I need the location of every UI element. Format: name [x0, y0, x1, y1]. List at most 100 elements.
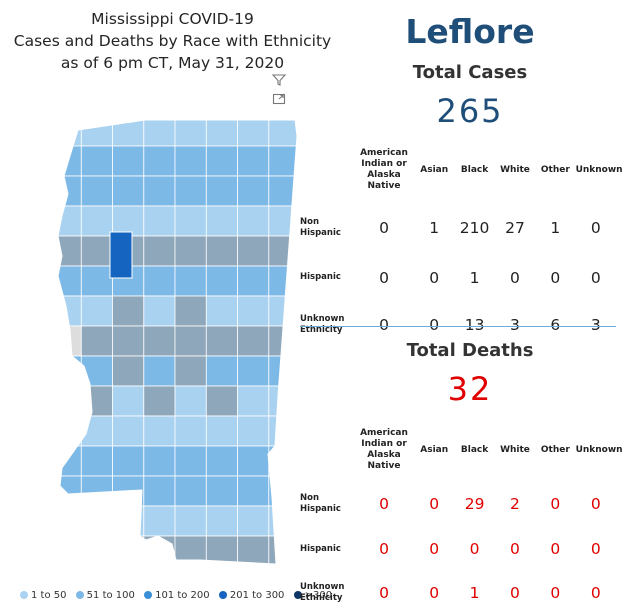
county-cell[interactable]: [80, 325, 113, 357]
county-cell[interactable]: [80, 295, 113, 327]
county-cell[interactable]: [268, 355, 300, 387]
county-cell[interactable]: [112, 145, 145, 177]
county-cell[interactable]: [50, 505, 82, 537]
county-cell[interactable]: [80, 475, 113, 507]
legend-item-1[interactable]: 1 to 50: [20, 590, 66, 601]
county-cell[interactable]: [143, 145, 176, 177]
county-cell[interactable]: [268, 145, 300, 177]
county-cell[interactable]: [205, 265, 239, 297]
table-cell[interactable]: 0: [379, 316, 389, 334]
table-cell[interactable]: 13: [464, 316, 485, 334]
table-cell[interactable]: 1: [469, 584, 480, 602]
table-cell[interactable]: 0: [429, 540, 440, 558]
county-cell[interactable]: [268, 175, 300, 207]
county-cell[interactable]: [143, 235, 176, 267]
table-cell[interactable]: 0: [510, 540, 520, 558]
county-cell[interactable]: [205, 175, 239, 207]
table-cell[interactable]: 0: [550, 495, 561, 513]
county-cell[interactable]: [143, 445, 176, 477]
county-cell[interactable]: [112, 535, 145, 566]
county-cell[interactable]: [174, 355, 207, 387]
table-cell[interactable]: 1: [550, 218, 561, 237]
county-cell[interactable]: [237, 415, 270, 447]
county-cell[interactable]: [237, 445, 270, 477]
county-cell[interactable]: [174, 265, 207, 297]
county-cell[interactable]: [50, 325, 82, 357]
county-map-svg[interactable]: [50, 116, 300, 566]
county-cell[interactable]: [143, 205, 176, 237]
county-cell[interactable]: [237, 145, 270, 177]
table-cell[interactable]: 0: [590, 540, 601, 558]
county-cell[interactable]: [174, 535, 207, 566]
county-cell[interactable]: [143, 505, 176, 537]
county-cell[interactable]: [205, 116, 239, 147]
county-cell[interactable]: [237, 205, 270, 237]
county-cell[interactable]: [205, 325, 239, 357]
county-cell[interactable]: [268, 235, 300, 267]
county-cell[interactable]: [143, 265, 176, 297]
county-cell[interactable]: [237, 355, 270, 387]
table-cell[interactable]: 210: [459, 218, 490, 237]
county-cell[interactable]: [237, 325, 270, 357]
county-cell[interactable]: [112, 295, 145, 327]
county-cell[interactable]: [80, 145, 113, 177]
county-cell[interactable]: [268, 205, 300, 237]
county-cell[interactable]: [50, 235, 82, 267]
county-cell[interactable]: [174, 505, 207, 537]
county-cell[interactable]: [237, 175, 270, 207]
table-cell[interactable]: 0: [429, 495, 440, 513]
county-cell[interactable]: [205, 505, 239, 537]
county-cells[interactable]: [50, 116, 300, 566]
table-cell[interactable]: 0: [550, 584, 561, 602]
county-cell[interactable]: [174, 325, 207, 357]
table-cell[interactable]: 0: [429, 584, 440, 602]
county-cell[interactable]: [50, 385, 82, 417]
focus-mode-icon[interactable]: [272, 91, 286, 105]
county-cell[interactable]: [237, 295, 270, 327]
county-cell[interactable]: [174, 295, 207, 327]
county-cell[interactable]: [143, 385, 176, 417]
table-cell[interactable]: 0: [590, 495, 601, 513]
county-cell[interactable]: [143, 535, 176, 566]
table-cell[interactable]: 0: [429, 268, 440, 287]
county-cell[interactable]: [174, 445, 207, 477]
table-cell[interactable]: 1: [469, 268, 480, 287]
table-cell[interactable]: 0: [590, 268, 601, 287]
filter-icon[interactable]: [271, 72, 287, 86]
county-cell[interactable]: [205, 385, 239, 417]
county-cell[interactable]: [205, 295, 239, 327]
table-cell[interactable]: 0: [379, 584, 389, 602]
county-cell[interactable]: [237, 385, 270, 417]
county-cell[interactable]: [174, 235, 207, 267]
county-cell[interactable]: [174, 145, 207, 177]
county-cell[interactable]: [143, 116, 176, 147]
county-cell[interactable]: [50, 535, 82, 566]
legend-item-2[interactable]: 51 to 100: [75, 590, 135, 601]
county-cell[interactable]: [143, 175, 176, 207]
county-leflore[interactable]: [109, 231, 133, 279]
county-cell[interactable]: [80, 116, 113, 147]
county-cell[interactable]: [237, 535, 270, 566]
county-cell[interactable]: [205, 355, 239, 387]
county-cell[interactable]: [143, 325, 176, 357]
legend-item-3[interactable]: 101 to 200: [144, 590, 210, 601]
table-cell[interactable]: 0: [590, 218, 601, 237]
legend-item-4[interactable]: 201 to 300: [218, 590, 284, 601]
table-cell[interactable]: 0: [379, 495, 389, 513]
county-cell[interactable]: [80, 175, 113, 207]
county-cell[interactable]: [80, 265, 113, 297]
county-cell[interactable]: [80, 205, 113, 237]
table-cell[interactable]: 0: [590, 584, 601, 602]
county-cell[interactable]: [112, 325, 145, 357]
county-cell[interactable]: [112, 385, 145, 417]
county-cell[interactable]: [205, 205, 239, 237]
table-cell[interactable]: 2: [510, 495, 520, 513]
table-cell[interactable]: 6: [550, 316, 561, 334]
county-cell[interactable]: [50, 445, 82, 477]
county-cell[interactable]: [268, 535, 300, 566]
county-cell[interactable]: [205, 445, 239, 477]
county-cell[interactable]: [80, 505, 113, 537]
county-cell[interactable]: [268, 325, 300, 357]
legend-item-5[interactable]: >300: [293, 590, 332, 601]
county-cell[interactable]: [205, 415, 239, 447]
